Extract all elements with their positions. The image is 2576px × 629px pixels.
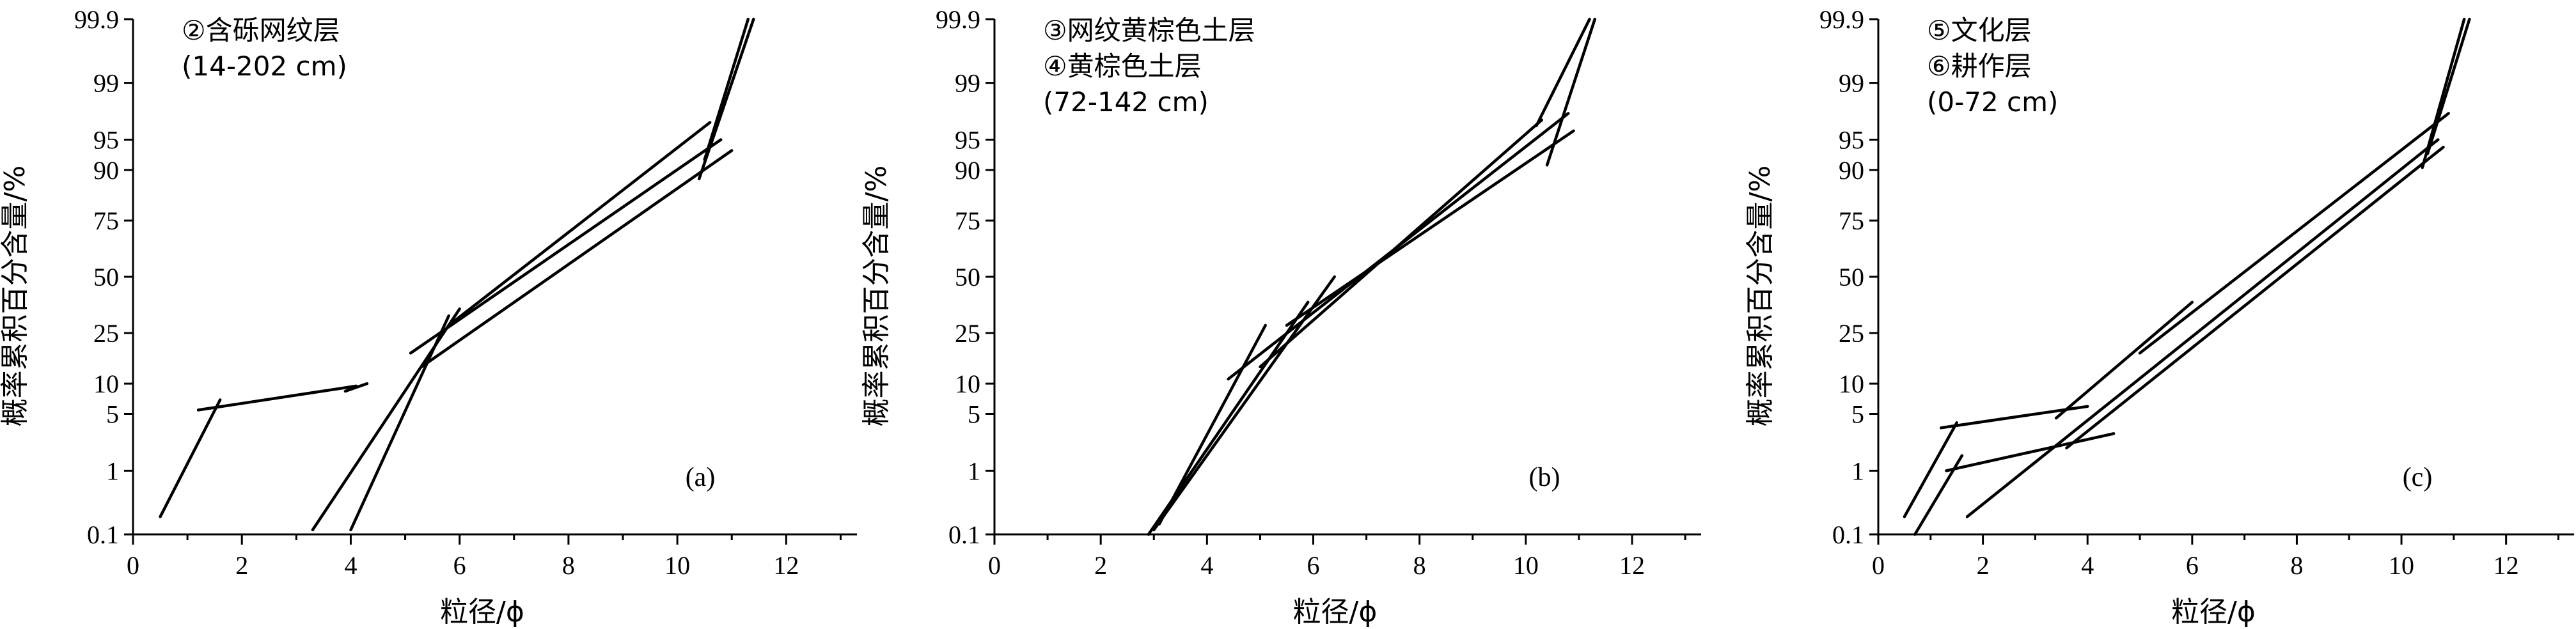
panel-label: (a) — [686, 463, 716, 492]
y-tick-label: 95 — [1839, 125, 1864, 154]
y-axis-title: 概率累积百分含量/% — [1744, 166, 1777, 427]
x-tick-label: 2 — [1977, 551, 1990, 580]
x-tick-label: 12 — [2494, 551, 2519, 580]
data-segment-8 — [1545, 17, 1597, 167]
x-tick-label: 10 — [1513, 551, 1539, 580]
x-tick-label: 8 — [2290, 551, 2303, 580]
x-tick-label: 2 — [1094, 551, 1107, 580]
data-segment-3 — [1147, 300, 1310, 536]
data-segment-5 — [1259, 118, 1544, 369]
data-segment-7 — [1535, 17, 1591, 127]
y-tick-label: 1 — [106, 456, 119, 485]
y-tick-label: 1 — [968, 456, 980, 485]
data-segment-5 — [1965, 138, 2440, 518]
y-tick-label: 75 — [955, 206, 980, 235]
data-segment-1 — [159, 398, 222, 518]
y-tick-label: 5 — [106, 400, 119, 429]
data-segment-7 — [2138, 112, 2450, 355]
legend-line-3: (0-72 cm) — [1927, 86, 2058, 118]
y-tick-label: 5 — [968, 400, 980, 429]
data-segment-3 — [343, 382, 369, 393]
y-tick-label: 5 — [1851, 400, 1864, 429]
data-segment-4 — [1945, 432, 2116, 472]
x-tick-label: 8 — [1413, 551, 1426, 580]
data-segment-3 — [1939, 405, 2089, 430]
y-tick-label: 99 — [1839, 69, 1864, 98]
x-tick-label: 6 — [1307, 551, 1319, 580]
y-tick-label: 50 — [1839, 263, 1864, 291]
x-tick-label: 6 — [2186, 551, 2199, 580]
y-tick-label: 10 — [93, 369, 119, 398]
legend-line-1: ⑤文化层 — [1927, 15, 2032, 46]
data-segment-8 — [2065, 145, 2445, 450]
y-tick-label: 90 — [1839, 156, 1864, 185]
x-tick-label: 4 — [344, 551, 357, 580]
y-axis-title: 概率累积百分含量/% — [0, 166, 31, 427]
x-axis-title: 粒径/ϕ — [1293, 596, 1378, 628]
y-tick-label: 75 — [93, 206, 119, 235]
data-segment-2 — [1152, 275, 1336, 532]
y-axis-title: 概率累积百分含量/% — [860, 166, 893, 427]
legend-line-2: ④黄棕色土层 — [1043, 50, 1202, 82]
y-tick-label: 99 — [93, 69, 119, 98]
x-axis-title: 粒径/ϕ — [2171, 596, 2256, 628]
data-segment-1 — [1903, 421, 1958, 518]
legend-line-2: ⑥耕作层 — [1927, 50, 2032, 82]
x-tick-label: 6 — [453, 551, 466, 580]
y-tick-label: 99.9 — [74, 5, 119, 34]
data-segment-5 — [349, 314, 450, 532]
y-tick-label: 99.9 — [936, 5, 980, 34]
y-tick-label: 25 — [955, 319, 980, 348]
x-tick-label: 4 — [1200, 551, 1213, 580]
data-segment-7 — [420, 149, 734, 369]
data-segment-8 — [447, 121, 712, 327]
x-tick-label: 0 — [1872, 551, 1885, 580]
data-segment-6 — [409, 138, 723, 355]
y-tick-label: 10 — [1839, 369, 1864, 398]
x-tick-label: 4 — [2081, 551, 2094, 580]
x-tick-label: 10 — [2389, 551, 2414, 580]
y-tick-label: 95 — [955, 125, 980, 154]
y-tick-label: 99 — [955, 69, 980, 98]
y-tick-label: 90 — [955, 156, 980, 185]
y-tick-label: 25 — [93, 319, 119, 348]
legend-line-1: ②含砾网纹层 — [182, 15, 340, 46]
data-segment-10 — [703, 17, 750, 162]
y-tick-label: 95 — [93, 125, 119, 154]
panel-label: (b) — [1529, 463, 1560, 492]
x-axis-title: 粒径/ϕ — [440, 596, 524, 628]
x-tick-label: 0 — [127, 551, 139, 580]
data-segment-9 — [2421, 17, 2466, 169]
chart-panel-3: 0 2 4 6 8 10 120.1151025507590959999.9粒径/ϕ概率累积… — [1744, 5, 2574, 628]
y-tick-label: 25 — [1839, 319, 1864, 348]
y-tick-label: 99.9 — [1819, 5, 1864, 34]
y-tick-label: 0.1 — [1832, 520, 1864, 549]
data-segment-6 — [2054, 300, 2194, 420]
y-tick-label: 0.1 — [87, 520, 119, 549]
legend-line-1: ③网纹黄棕色土层 — [1043, 15, 1255, 46]
x-tick-label: 8 — [562, 551, 575, 580]
x-tick-label: 12 — [1619, 551, 1645, 580]
y-tick-label: 0.1 — [948, 520, 980, 549]
data-segment-6 — [1285, 129, 1575, 327]
y-tick-label: 1 — [1851, 456, 1864, 485]
legend-line-2: (14-202 cm) — [182, 50, 347, 82]
y-tick-label: 50 — [93, 263, 119, 291]
data-segment-2 — [196, 384, 358, 412]
y-tick-label: 50 — [955, 263, 980, 291]
x-tick-label: 0 — [988, 551, 1001, 580]
y-tick-label: 10 — [955, 369, 980, 398]
x-tick-label: 10 — [664, 551, 690, 580]
x-tick-label: 2 — [235, 551, 248, 580]
x-tick-label: 12 — [773, 551, 799, 580]
chart-panel-1: 0 2 4 6 8 10 120.1151025507590959999.9粒径/ϕ概率累积… — [0, 5, 857, 628]
chart-panel-2: 0 2 4 6 8 10 120.1151025507590959999.9粒径/ϕ概率累积… — [860, 5, 1701, 628]
data-segment-10 — [2426, 17, 2471, 155]
y-tick-label: 75 — [1839, 206, 1864, 235]
panel-label: (c) — [2403, 463, 2433, 492]
y-tick-label: 90 — [93, 156, 119, 185]
legend-line-3: (72-142 cm) — [1043, 86, 1209, 118]
